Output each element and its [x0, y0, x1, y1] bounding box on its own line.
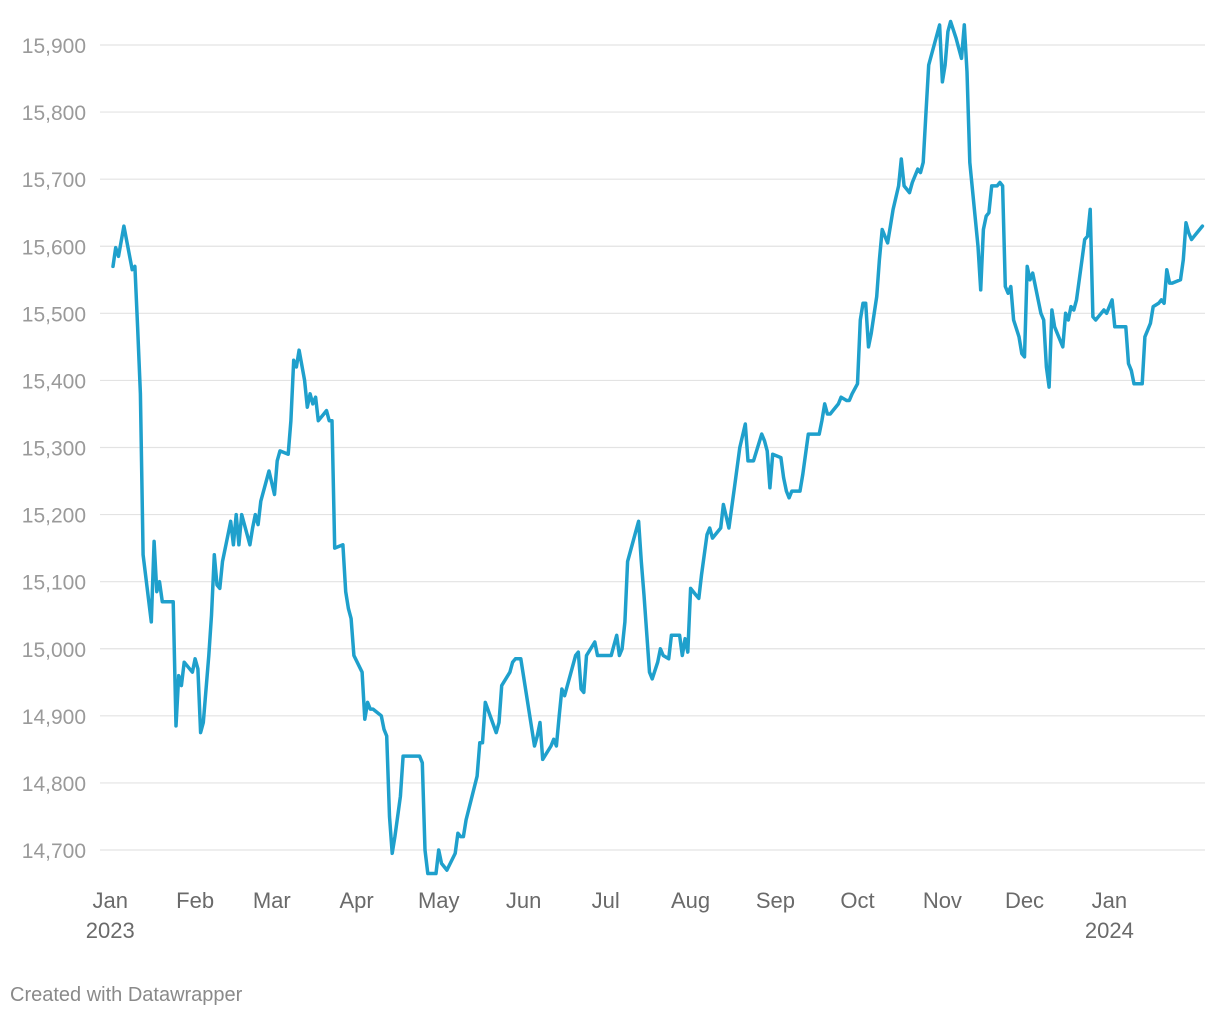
- y-tick-label: 14,800: [22, 773, 86, 796]
- y-tick-label: 15,200: [22, 505, 86, 528]
- y-tick-label: 15,300: [22, 438, 86, 461]
- credit-text: Created with Datawrapper: [10, 984, 243, 1006]
- series-line-0: [111, 19, 1205, 876]
- x-tick-label: Apr: [339, 888, 373, 913]
- gridlines: [100, 44, 1205, 851]
- y-tick-label: 15,500: [22, 303, 86, 326]
- x-tick-label: Mar: [253, 888, 291, 913]
- x-tick-year-label: 2024: [1085, 918, 1134, 943]
- series-layer: [111, 19, 1205, 876]
- y-tick-label: 14,900: [22, 706, 86, 729]
- x-tick-label: Nov: [923, 888, 962, 913]
- x-tick-label: Feb: [176, 888, 214, 913]
- y-tick-label: 15,600: [22, 236, 86, 259]
- y-tick-label: 15,800: [22, 102, 86, 125]
- x-tick-label: May: [418, 888, 460, 913]
- y-tick-label: 15,900: [22, 35, 86, 58]
- x-axis-ticks: Jan 2023 Feb Mar Apr May Jun Jul Aug Sep Oct Nov Dec…: [86, 888, 1134, 943]
- y-tick-label: 15,400: [22, 370, 86, 393]
- x-tick-label: Jun: [506, 888, 541, 913]
- x-tick-year-label: 2023: [86, 918, 135, 943]
- x-tick-label: Dec: [1005, 888, 1044, 913]
- x-tick-label: Jul: [592, 888, 620, 913]
- x-tick-label: Jan: [1092, 888, 1127, 913]
- x-tick-label: Sep: [756, 888, 795, 913]
- y-tick-label: 15,000: [22, 639, 86, 662]
- line-chart: 14,700 14,800 14,900 15,000 15,100 15,200 15,3…: [22, 19, 1205, 943]
- y-axis-ticks: 14,700 14,800 14,900 15,000 15,100 15,200 15,3…: [22, 35, 86, 863]
- x-tick-label: Jan: [93, 888, 128, 913]
- y-tick-label: 15,700: [22, 169, 86, 192]
- x-tick-label: Aug: [671, 888, 710, 913]
- x-tick-label: Oct: [840, 888, 874, 913]
- y-tick-label: 15,100: [22, 572, 86, 595]
- y-tick-label: 14,700: [22, 840, 86, 863]
